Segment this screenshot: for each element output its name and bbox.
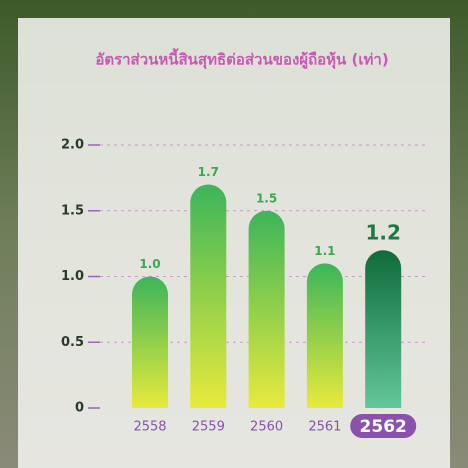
x-tick-label: 2558 (133, 420, 166, 435)
bar (190, 184, 227, 408)
value-label: 1.0 (139, 257, 160, 271)
bar (248, 210, 285, 408)
x-tick-label: 2561 (308, 420, 341, 435)
y-tick-label: 1.0 (61, 269, 84, 284)
highlight-pill (350, 414, 417, 438)
y-tick-label: 0.5 (61, 335, 84, 350)
value-label: 1.5 (256, 191, 277, 205)
y-tick-label: 2.0 (61, 138, 84, 153)
bar (306, 263, 343, 408)
x-tick-label: 2559 (192, 420, 225, 435)
value-label: 1.1 (314, 244, 335, 258)
x-tick-label: 2560 (250, 420, 283, 435)
bar (132, 276, 168, 408)
y-tick-label: 0 (75, 401, 84, 416)
x-tick-label: 2562 (360, 417, 407, 437)
value-label: 1.7 (198, 165, 219, 179)
chart-title: อัตราส่วนหนี้สินสุทธิต่อส่วนของผู้ถือหุ้… (95, 48, 388, 70)
value-label: 1.2 (365, 221, 400, 245)
y-tick-label: 1.5 (61, 203, 84, 218)
bar (365, 250, 402, 408)
